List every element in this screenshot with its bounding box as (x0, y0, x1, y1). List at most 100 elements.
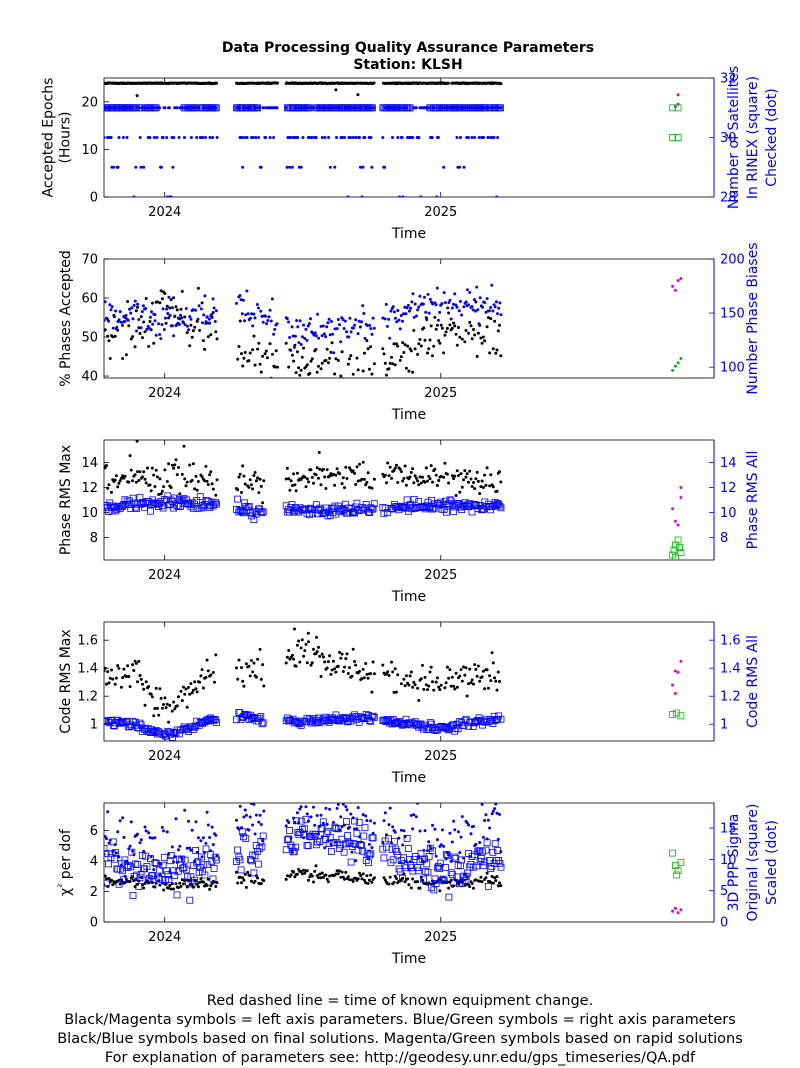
data-point-dot (203, 479, 207, 483)
data-point-dot (149, 855, 153, 859)
data-point-dot (676, 279, 680, 282)
data-point-square (462, 502, 470, 510)
data-point-dot (481, 305, 484, 309)
data-point-dot (458, 851, 462, 855)
data-point-dot (159, 165, 163, 169)
data-point-dot (117, 136, 121, 139)
data-point-dot (499, 106, 503, 110)
data-point-dot (169, 195, 173, 197)
data-point-dot (339, 656, 343, 660)
data-point-square (367, 717, 375, 725)
data-point-dot (351, 326, 355, 330)
data-point-dot (406, 303, 410, 307)
data-point-dot (496, 670, 500, 674)
data-point-dot (248, 674, 252, 678)
data-point-dot (138, 674, 142, 677)
data-point-dot (393, 466, 397, 470)
data-point-dot (444, 681, 448, 685)
data-point-square (129, 717, 137, 725)
data-point-dot (128, 844, 132, 848)
data-point-dot (240, 352, 243, 356)
data-point-dot (447, 301, 451, 304)
data-point-dot (189, 848, 193, 852)
data-point-dot (679, 659, 683, 663)
data-point-square (433, 864, 441, 872)
data-point-dot (248, 351, 252, 355)
data-point-dot (204, 136, 208, 139)
data-point-dot (162, 829, 166, 833)
data-point-dot (153, 885, 157, 889)
y-left-axis-label: % Phases Accepted (58, 250, 74, 387)
data-point-square (317, 825, 325, 832)
data-point-dot (404, 366, 408, 370)
data-point-dot (205, 658, 209, 662)
data-point-square (349, 715, 357, 723)
data-point-dot (136, 305, 139, 309)
data-point-dot (159, 492, 163, 496)
data-point-dot (324, 487, 328, 490)
data-point-dot (495, 875, 499, 879)
data-point-dot (447, 886, 451, 890)
data-point-dot (134, 661, 138, 665)
data-point-dot (210, 825, 214, 829)
data-point-dot (238, 319, 242, 323)
data-point-dot (367, 842, 371, 846)
data-point-square (346, 509, 354, 517)
data-point-dot (317, 832, 320, 836)
data-point-dot (472, 481, 475, 484)
data-point-dot (391, 136, 394, 139)
data-point-dot (364, 386, 367, 389)
data-point-dot (299, 870, 303, 873)
data-point-dot (406, 877, 410, 881)
data-point-dot (163, 696, 167, 700)
data-point-square (133, 505, 140, 512)
data-point-dot (295, 471, 299, 475)
data-point-dot (409, 670, 413, 674)
data-point-square (451, 853, 459, 861)
data-point-dot (113, 682, 117, 686)
data-point-dot (354, 318, 358, 322)
data-point-dot (108, 676, 112, 680)
data-point-dot (312, 805, 315, 809)
data-point-dot (448, 298, 452, 302)
data-point-square (354, 846, 362, 854)
data-point-dot (128, 307, 131, 311)
data-point-dot (381, 840, 385, 844)
data-point-dot (361, 165, 365, 169)
data-point-dot (287, 320, 290, 324)
data-point-dot (334, 88, 338, 92)
data-point-dot (458, 335, 462, 339)
data-point-square (301, 825, 309, 833)
data-point-square (496, 859, 504, 867)
data-point-dot (190, 478, 194, 482)
y-left-tick-label: 1 (90, 718, 98, 733)
data-point-dot (304, 805, 308, 809)
data-point-dot (477, 136, 481, 139)
data-point-dot (209, 673, 213, 677)
data-point-dot (141, 682, 144, 686)
data-point-dot (201, 136, 205, 139)
data-point-dot (320, 652, 324, 656)
data-point-dot (175, 473, 179, 477)
data-point-dot (107, 319, 111, 323)
data-point-dot (208, 887, 212, 891)
data-point-dot (404, 483, 408, 487)
data-point-dot (416, 803, 420, 805)
data-point-dot (381, 472, 385, 476)
data-point-dot (288, 488, 292, 492)
data-point-dot (381, 316, 385, 320)
data-point-dot (388, 361, 392, 365)
data-point-square (156, 866, 164, 874)
data-point-square (363, 849, 371, 857)
data-point-dot (238, 472, 242, 476)
data-point-square (297, 817, 305, 825)
data-point-square (238, 508, 246, 516)
data-point-dot (436, 318, 440, 322)
data-point-dot (137, 106, 141, 110)
data-point-dot (166, 312, 170, 315)
data-point-square (337, 841, 345, 849)
data-point-square (199, 502, 206, 510)
data-point-dot (439, 683, 443, 687)
data-point-dot (124, 313, 128, 317)
data-point-dot (133, 299, 137, 303)
